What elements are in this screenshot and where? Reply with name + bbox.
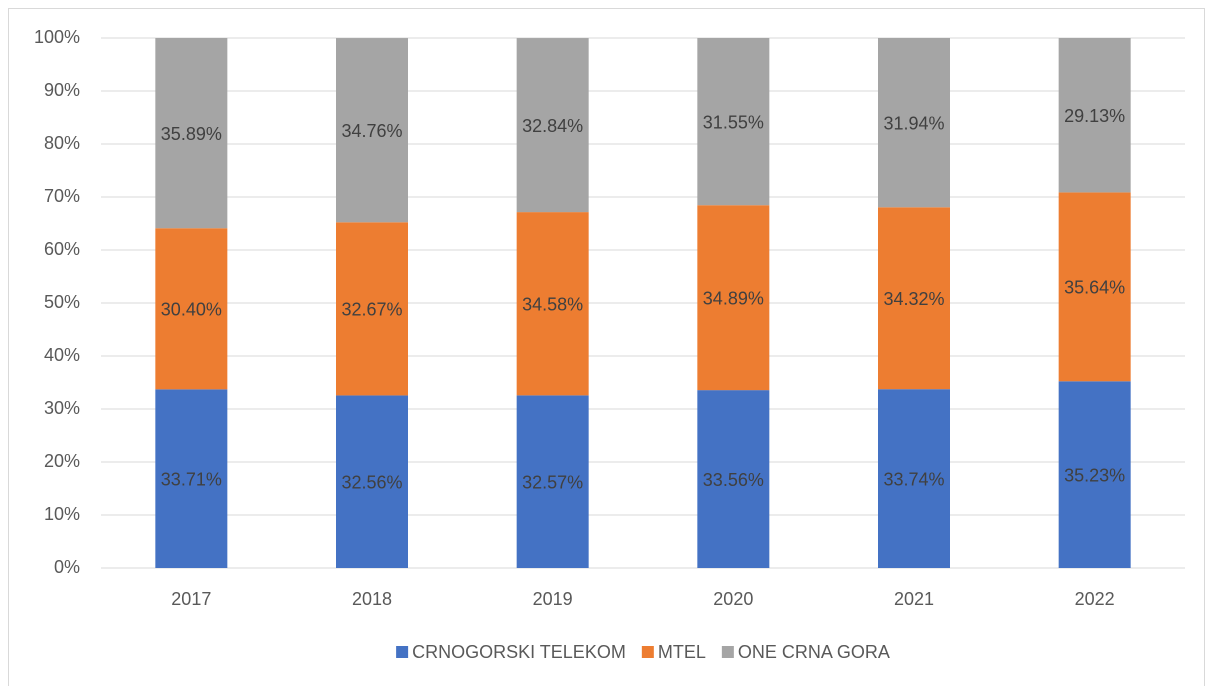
bar-segment [336, 395, 408, 568]
data-label: 33.74% [883, 469, 944, 489]
y-tick-label: 30% [44, 398, 80, 418]
bar-segment [155, 228, 228, 390]
x-tick-label: 2020 [713, 589, 753, 609]
y-tick-label: 40% [44, 345, 80, 365]
x-tick-label: 2019 [533, 589, 573, 609]
data-label: 35.23% [1064, 465, 1125, 485]
data-label: 34.89% [703, 288, 764, 308]
y-tick-label: 10% [44, 504, 80, 524]
bar-segment [1058, 381, 1131, 568]
y-tick-label: 70% [44, 186, 80, 206]
data-label: 33.71% [161, 469, 222, 489]
bar-segment [697, 205, 770, 391]
data-label: 35.64% [1064, 278, 1125, 298]
data-label: 34.76% [341, 121, 402, 141]
bar-segment [155, 38, 228, 229]
bar-segment [336, 222, 408, 396]
bar-segment [1058, 38, 1131, 193]
data-label: 34.58% [522, 294, 583, 314]
bar-segment [516, 395, 589, 568]
legend-label: CRNOGORSKI TELEKOM [412, 642, 626, 662]
legend-label: MTEL [658, 642, 706, 662]
legend-swatch [721, 646, 734, 658]
y-tick-label: 90% [44, 80, 80, 100]
x-tick-label: 2018 [352, 589, 392, 609]
data-label: 32.67% [341, 300, 402, 320]
data-label: 30.40% [161, 300, 222, 320]
x-tick-label: 2021 [894, 589, 934, 609]
bar-segment [516, 212, 589, 396]
x-tick-label: 2017 [171, 589, 211, 609]
data-label: 35.89% [161, 124, 222, 144]
data-label: 32.57% [522, 472, 583, 492]
bar-segment [155, 389, 228, 568]
y-tick-label: 50% [44, 292, 80, 312]
bar-segment [697, 390, 770, 568]
data-label: 29.13% [1064, 106, 1125, 126]
legend-swatch [641, 646, 654, 658]
data-label: 34.32% [883, 289, 944, 309]
bar-segment [697, 38, 770, 206]
y-tick-label: 0% [54, 557, 80, 577]
bar-segment [878, 38, 950, 208]
data-label: 32.84% [522, 116, 583, 136]
bar-segment [878, 389, 950, 568]
bar-segment [1058, 192, 1131, 382]
legend-label: ONE CRNA GORA [738, 642, 890, 662]
y-tick-label: 80% [44, 133, 80, 153]
y-tick-label: 100% [34, 27, 80, 47]
y-tick-label: 20% [44, 451, 80, 471]
data-label: 31.94% [883, 113, 944, 133]
data-label: 33.56% [703, 470, 764, 490]
bar-segment [336, 38, 408, 223]
data-label: 31.55% [703, 112, 764, 132]
chart-border [8, 8, 1205, 691]
data-label: 32.56% [341, 472, 402, 492]
y-tick-label: 60% [44, 239, 80, 259]
bar-segment [516, 38, 589, 213]
bar-segment [878, 207, 950, 390]
legend-swatch [396, 646, 409, 658]
x-tick-label: 2022 [1075, 589, 1115, 609]
